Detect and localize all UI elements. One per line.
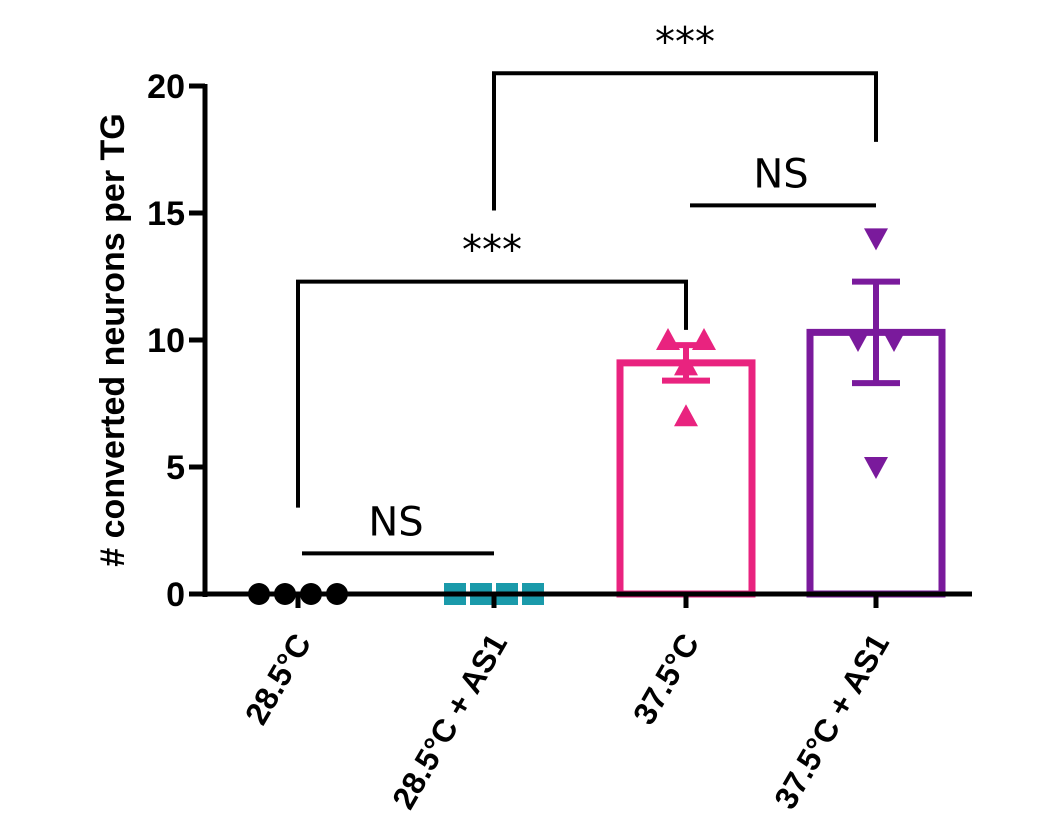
significance-label-0: NS	[368, 499, 423, 545]
data-point-2-1	[692, 328, 716, 350]
significance-bracket-1	[296, 279, 688, 508]
significance-label-3: ***	[655, 19, 715, 65]
y-tick-label-4: 20	[147, 68, 185, 106]
data-point-2-2	[674, 353, 698, 376]
significance-bracket-3	[492, 71, 878, 211]
x-tick-label-3: 37.5°C + AS1	[767, 628, 896, 814]
significance-layer: NS *** NS ***	[296, 19, 878, 556]
data-point-2-3	[674, 404, 698, 427]
y-tick-label-2: 10	[147, 322, 185, 360]
y-tick-label-1: 5	[166, 449, 185, 487]
significance-label-2: NS	[753, 151, 808, 197]
axes-layer: 0 5 10 15 20 28.5°C 28.5°C + AS1 37.5°C 37.5°C +…	[147, 68, 972, 814]
data-point-3-3	[864, 457, 888, 479]
y-tick-label-3: 15	[147, 195, 185, 233]
significance-label-1: ***	[462, 228, 522, 274]
data-point-3-0	[864, 228, 888, 251]
y-tick-label-0: 0	[166, 576, 185, 614]
bar-2	[616, 359, 756, 598]
x-tick-label-0: 28.5°C	[238, 628, 318, 731]
y-axis-label: # converted neurons per TG	[94, 113, 132, 566]
x-tick-label-1: 28.5°C + AS1	[385, 628, 514, 814]
x-tick-label-2: 37.5°C	[626, 628, 706, 731]
bars-layer	[616, 328, 946, 598]
data-point-3-2	[882, 330, 906, 352]
data-point-3-1	[846, 330, 870, 352]
data-point-2-0	[656, 328, 680, 350]
